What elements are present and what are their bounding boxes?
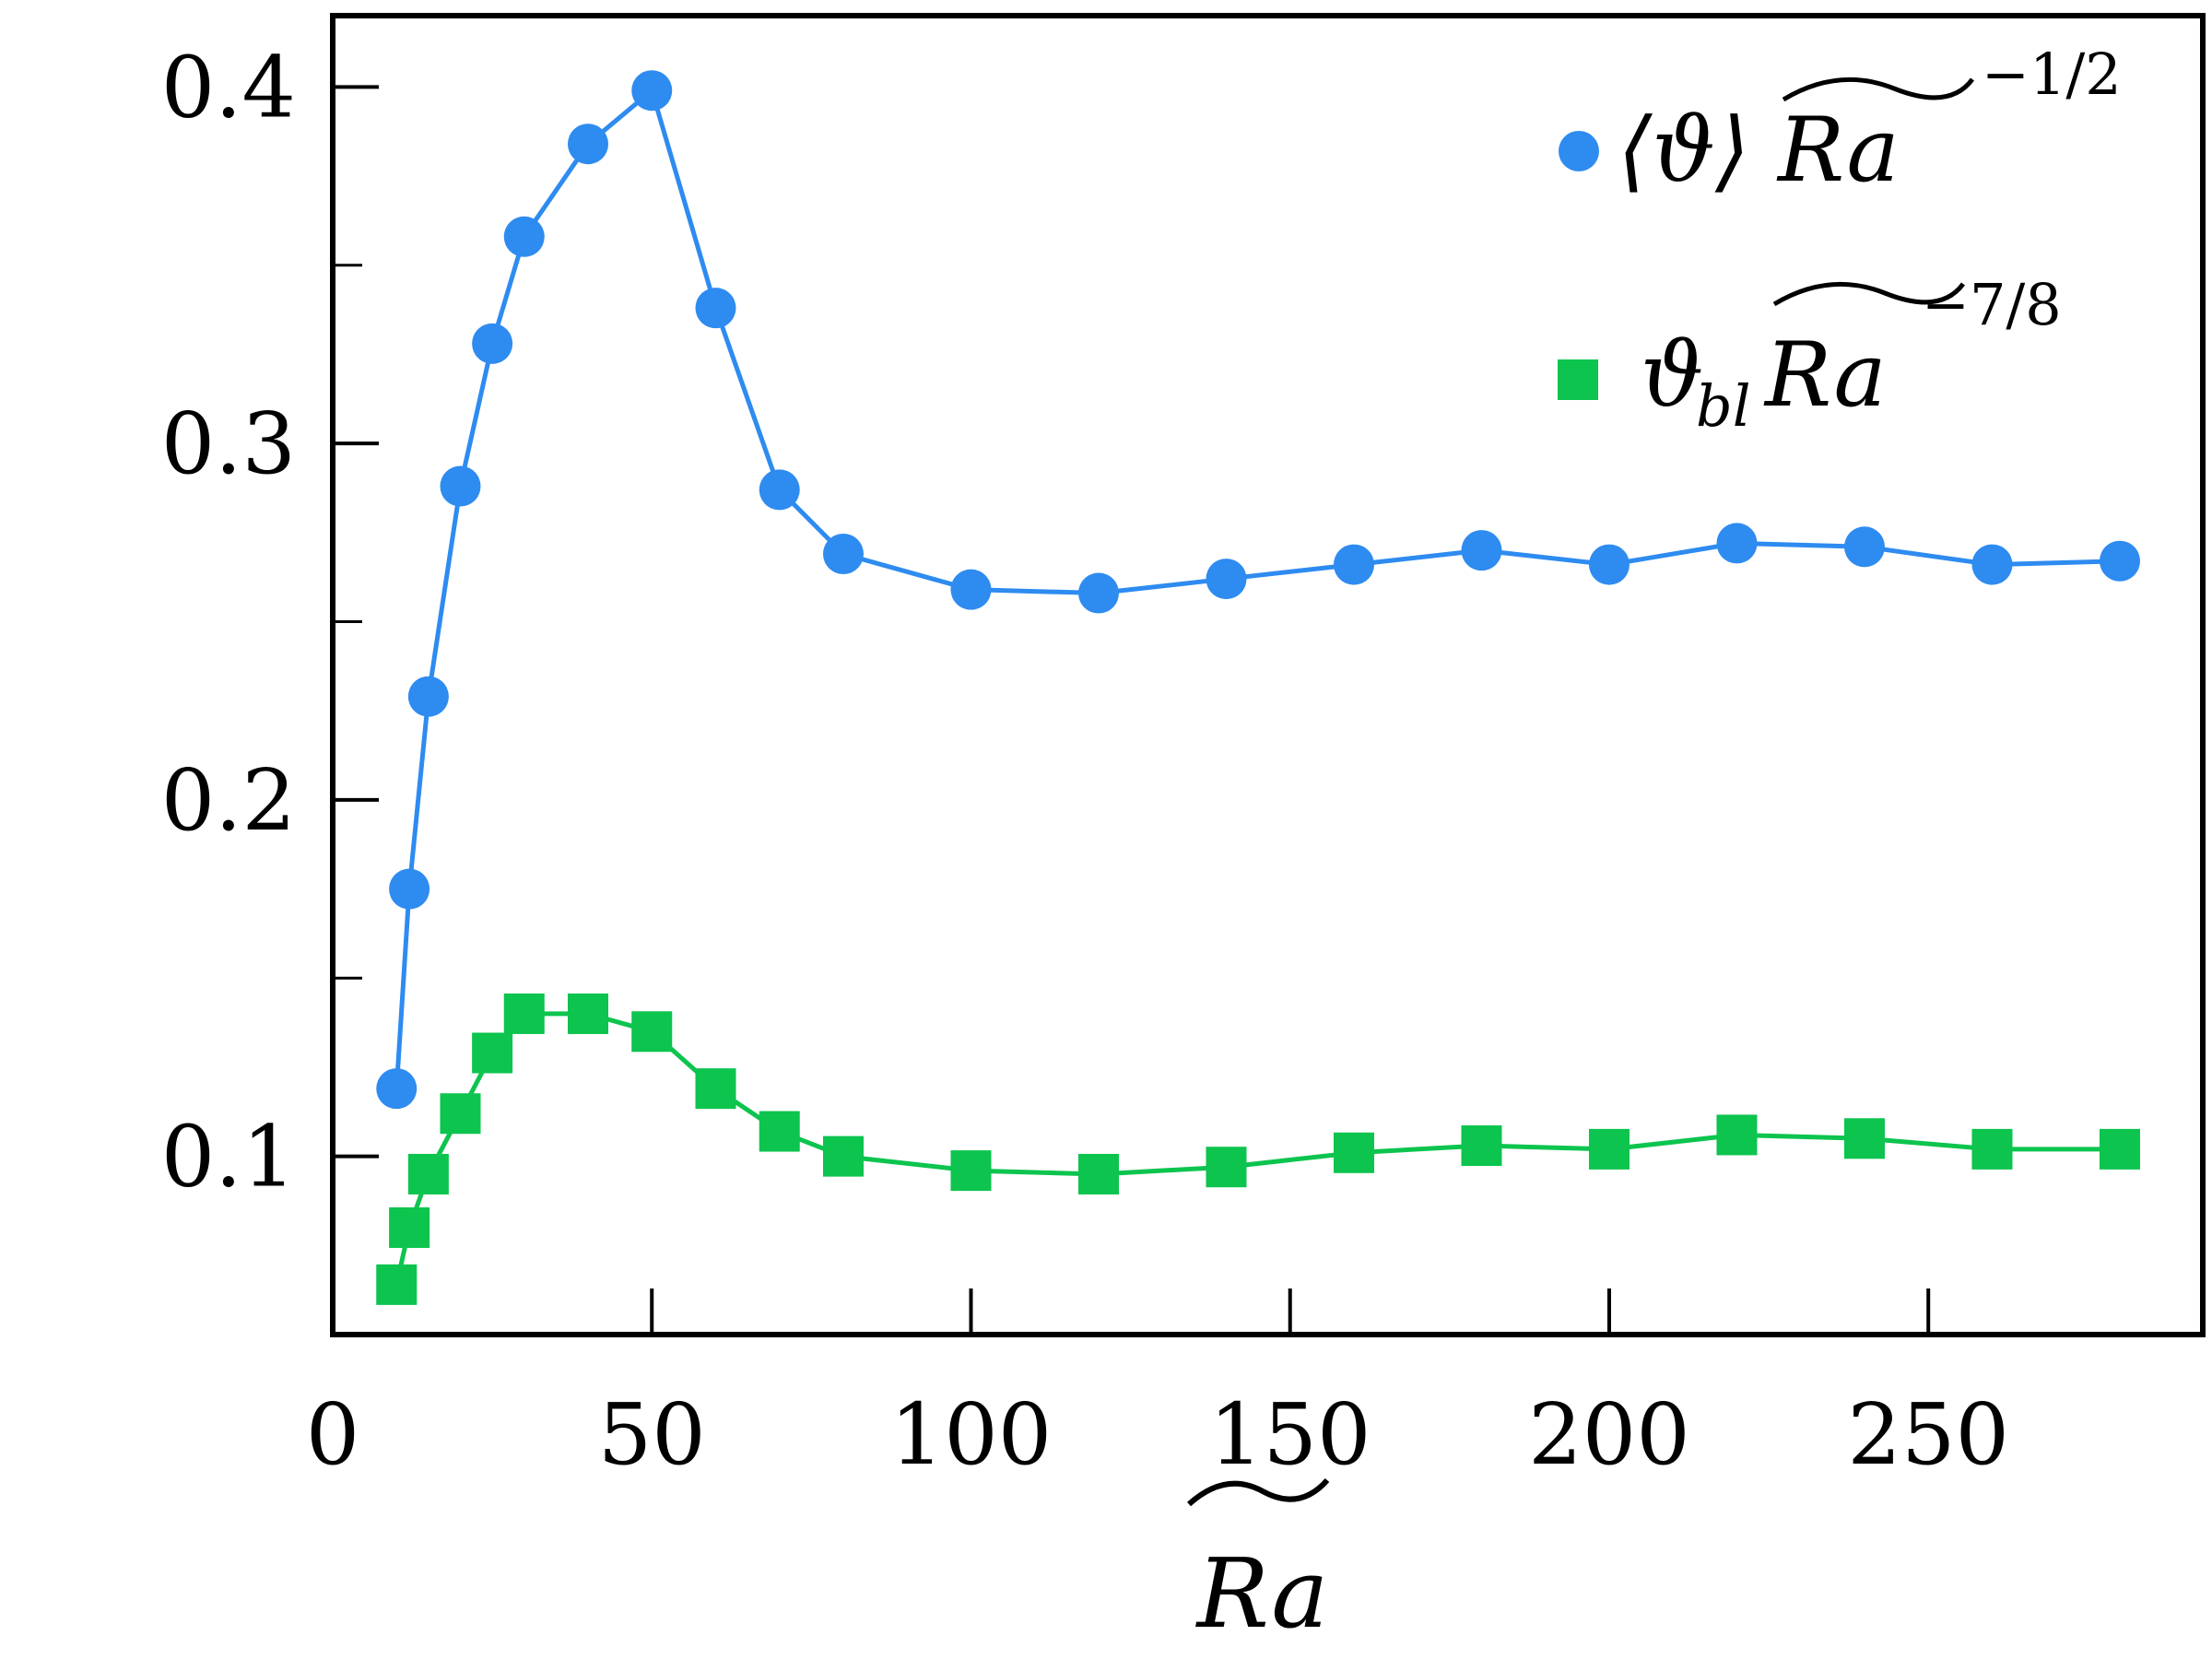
data-point (376, 1264, 418, 1305)
legend-exponent-1: −1/2 (1982, 41, 2122, 108)
data-point (1588, 1128, 1630, 1170)
data-point (2099, 1128, 2140, 1170)
legend-label-2-ra: Ra (1763, 324, 1887, 427)
y-tick-label: 0.4 (161, 38, 296, 136)
y-tick-label: 0.1 (161, 1108, 296, 1206)
y-axis-ticks: 0.1 0.2 0.3 0.4 (161, 38, 379, 1206)
data-point (1588, 544, 1630, 585)
legend-exponent-2: −7/8 (1922, 271, 2062, 338)
legend-label-1: ⟨ϑ⟩ Ra (1618, 99, 1900, 202)
data-point (440, 1093, 481, 1135)
data-point (950, 569, 992, 610)
data-point (1333, 1132, 1374, 1173)
x-tick-label: 250 (1847, 1385, 2009, 1484)
data-point (407, 676, 449, 717)
x-tick-label: 0 (306, 1385, 360, 1484)
data-point (1461, 1125, 1502, 1167)
legend: ⟨ϑ⟩ Ra −1/2 ϑ bl Ra −7/8 (1558, 41, 2122, 440)
data-point (822, 534, 864, 575)
data-point (1843, 1118, 1885, 1159)
data-point (567, 993, 608, 1034)
legend-label-2-main: ϑ (1641, 324, 1704, 427)
data-point (1971, 1128, 2013, 1170)
data-point (1716, 523, 1758, 564)
y-tick-label: 0.3 (161, 394, 296, 493)
legend-marker-circle (1559, 131, 1599, 171)
plot-frame (330, 13, 2206, 1337)
data-point (1077, 572, 1119, 614)
data-point (631, 70, 673, 112)
x-tick-label: 150 (1209, 1385, 1371, 1484)
data-point (695, 1068, 736, 1110)
data-point (389, 868, 430, 910)
data-point (440, 465, 481, 507)
data-point (472, 323, 513, 364)
data-point (2099, 540, 2140, 582)
series-line (394, 86, 2121, 1089)
data-point (1971, 544, 2013, 585)
x-axis-label-text: Ra (1195, 1537, 1329, 1650)
data-point (567, 124, 608, 165)
data-point (1077, 1153, 1119, 1194)
series-1 (376, 993, 2140, 1305)
data-point (950, 1150, 992, 1192)
legend-entry-mean-theta: ⟨ϑ⟩ Ra −1/2 (1559, 41, 2122, 202)
data-point (389, 1206, 430, 1248)
x-tick-label: 200 (1528, 1385, 1690, 1484)
x-axis-label: Ra (1186, 1477, 1330, 1650)
data-point (822, 1135, 864, 1177)
data-point (1461, 530, 1502, 571)
data-point (503, 993, 545, 1034)
data-point (759, 1111, 800, 1152)
series-layer (376, 70, 2140, 1305)
x-tick-label: 50 (598, 1385, 706, 1484)
data-point (1716, 1114, 1758, 1156)
legend-marker-square (1558, 359, 1598, 400)
data-point (407, 1153, 449, 1194)
data-point (1333, 544, 1374, 585)
data-point (759, 469, 800, 511)
x-axis-label-tilde (1186, 1477, 1330, 1507)
legend-tilde-1 (1782, 76, 1975, 102)
data-point (1206, 1147, 1247, 1188)
data-point (472, 1032, 513, 1074)
data-point (695, 288, 736, 329)
data-point (1206, 559, 1247, 600)
data-point (376, 1068, 418, 1110)
y-tick-label: 0.2 (161, 751, 296, 850)
series-0 (376, 70, 2140, 1110)
legend-tilde-2 (1772, 281, 1966, 307)
x-axis-ticks: 0 50 100 150 200 250 (306, 1288, 2009, 1484)
data-point (1843, 526, 1885, 568)
legend-entry-theta-bl: ϑ bl Ra −7/8 (1558, 271, 2062, 440)
x-tick-label: 100 (890, 1385, 1053, 1484)
data-point (631, 1011, 673, 1053)
legend-label-2-sub: bl (1696, 372, 1751, 440)
data-point (503, 216, 545, 257)
